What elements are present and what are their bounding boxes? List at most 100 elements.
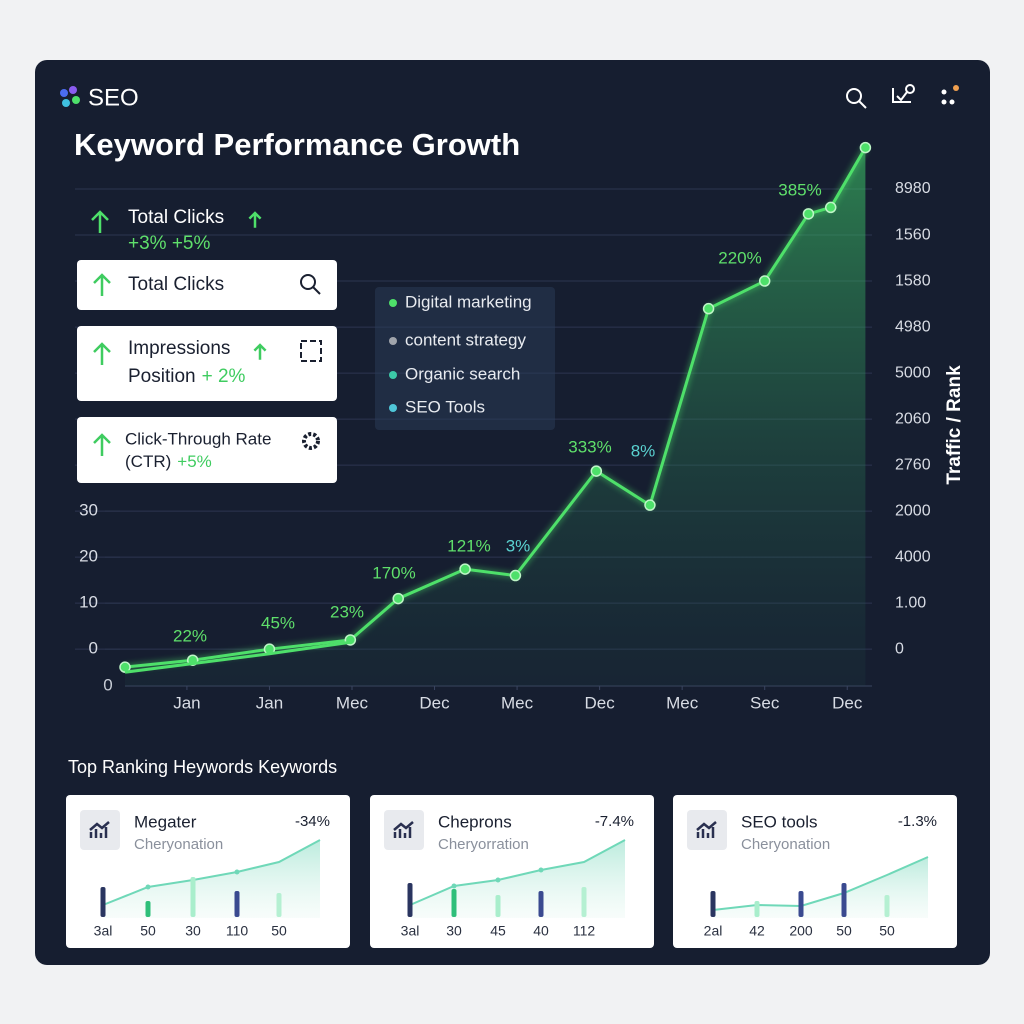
mini-line [409,839,626,906]
keyword-icon-box [384,810,424,850]
search-icon [300,274,316,290]
point [824,201,837,214]
metric-card[interactable] [77,417,337,483]
search-icon[interactable] [846,88,867,109]
mini-point [234,869,240,875]
keyword-axis-label: 3al [401,923,420,939]
x-tick-label: Mec [336,693,369,712]
x-tick-label: Sec [750,693,780,712]
metric-card[interactable] [77,326,337,401]
menu-icon[interactable] [941,85,960,105]
keyword-axis-label: 30 [446,923,462,939]
point [509,569,522,582]
up-arrow [93,342,111,365]
keyword-name: Megater [134,812,197,831]
keyword-name: Cheprons [438,812,512,831]
metric-card[interactable] [77,260,337,310]
annotation: 8% [631,441,656,460]
keyword-icon [89,821,110,838]
keyword-change: -34% [295,813,330,830]
keyword-change: -7.4% [595,813,634,830]
card-subtitle: Position + 2% [128,366,246,387]
chart-title: Keyword Performance Growth [74,127,520,162]
annotation: 170% [372,563,415,582]
legend-dot [389,404,397,412]
mini-bar [100,887,106,917]
y-tick-label: 0 [89,639,98,658]
mini-bar [581,887,587,917]
x-tick-label: Jan [256,693,283,712]
keyword-axis-label: 45 [490,923,506,939]
keyword-axis-label: 112 [573,923,596,939]
summary-title: Total Clicks [128,207,224,228]
mini-point [451,883,457,889]
y2-axis-title: Traffic / Rank [944,365,965,485]
x-tick-label: Dec [584,693,615,712]
mini-bar [710,891,716,917]
annotation: 0 [103,675,112,694]
logo [60,86,80,107]
keyword-change: -1.3% [898,813,937,830]
point [859,141,872,154]
qr-icon [300,340,322,362]
legend-dot [389,371,397,379]
keyword-icon [393,821,414,838]
keyword-axis-label: 50 [879,923,895,939]
legend-label: content strategy [405,330,526,349]
card-subtitle-text: (CTR) [125,452,171,471]
gear-icon [302,432,320,450]
point [802,208,815,220]
search-icon [312,286,321,295]
right-axis-label: 4000 [895,548,931,565]
card-change: + 2% [202,366,246,387]
ui: Digital marketing content strategy Organic… [66,207,957,948]
keyword-axis-label: 110 [226,923,249,939]
section-title: Top Ranking Heywords Keywords [68,757,337,777]
up-arrow [248,211,262,228]
y-tick-label: 30 [79,501,98,520]
card-title: Click-Through Rate [125,429,271,448]
right-axis-label: 2060 [895,410,931,427]
mini-bar [754,901,760,917]
right-axis-label: 4980 [895,318,931,335]
line [124,640,351,674]
legend-dot [389,337,397,345]
right-axis-label: 2760 [895,456,931,473]
keyword-axis-label: 42 [749,923,765,939]
legend-box [375,287,555,430]
up-arrow [253,343,267,360]
point [758,275,771,287]
annotation: 333% [568,437,611,456]
up-arrow [91,210,109,233]
notification-icon[interactable] [892,84,915,103]
card-subtitle-text: Position [128,366,196,387]
y-tick-label: 20 [79,547,98,566]
legend-label: Organic search [405,364,520,383]
right-axis-label: 1.00 [895,594,926,611]
mini-point [538,867,544,873]
right-axis-label: 1580 [895,272,931,289]
mini-bar [407,883,413,917]
point [644,499,656,511]
keyword-icon [696,821,717,838]
line [124,146,867,669]
mini-bar [145,901,151,917]
x-tick-label: Dec [419,693,450,712]
mini-area [103,840,320,918]
legend-dot [389,299,397,307]
legend-label: SEO Tools [405,397,485,416]
mini-bar [884,895,890,917]
annotation: 385% [778,180,821,199]
annotation: 220% [718,248,761,267]
keyword-subtitle: Cheryorration [438,836,529,853]
keyword-subtitle: Cheryonation [134,836,223,853]
keyword-axis-label: 50 [271,923,287,939]
mini-area [713,857,928,918]
up-arrow [93,433,111,456]
keyword-name: SEO tools [741,812,818,831]
right-axis-label: 5000 [895,364,931,381]
brand: SEO [88,84,139,111]
mini-bar [798,891,804,917]
right-axis-label: 0 [895,640,904,657]
mini-bar [841,883,847,917]
